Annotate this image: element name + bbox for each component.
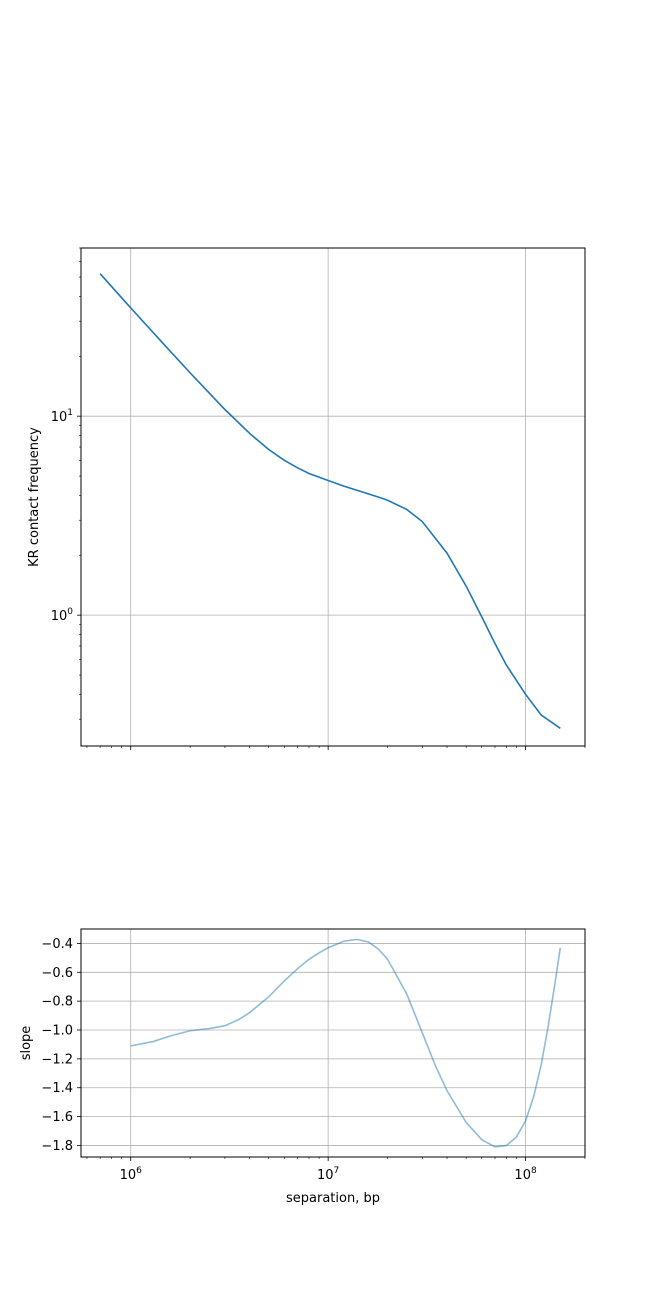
bottom-y-tick-label: −1.4 [41,1081,73,1096]
top-series-line [99,273,561,729]
bottom-x-tick-label: 106 [120,1166,143,1183]
bottom-y-tick-label: −1.6 [41,1110,73,1125]
bottom-y-tick-label: −0.4 [41,937,73,952]
top-plot: 100 101 KR contact frequency [27,247,586,750]
bottom-grid [81,929,585,1157]
top-grid [81,248,585,746]
top-y-axis-label: KR contact frequency [27,427,42,567]
bottom-x-axis-label: separation, bp [286,1191,380,1206]
bottom-y-tick-label: −0.6 [41,966,73,981]
top-y-tick-label: 100 [51,607,74,624]
bottom-plot-frame [80,928,586,1158]
bottom-x-tick-labels: 106 107 108 [120,1166,537,1183]
bottom-x-tick-label: 107 [317,1166,339,1183]
bottom-x-tick-label: 108 [514,1166,537,1183]
top-plot-frame [80,247,586,747]
bottom-y-tick-label: −1.8 [41,1139,73,1154]
bottom-major-ticks [77,943,526,1161]
bottom-y-tick-label: −1.2 [41,1052,73,1067]
bottom-series-line [130,938,562,1148]
top-y-tick-label: 101 [51,408,73,425]
bottom-y-axis-label: slope [19,1026,34,1061]
top-plot-area [81,248,585,746]
top-major-ticks [77,415,526,750]
bottom-y-tick-labels: −1.8 −1.6 −1.4 −1.2 −1.0 −0.8 −0.6 −0.4 [41,937,73,1154]
bottom-plot-area [81,929,585,1157]
bottom-y-tick-label: −1.0 [41,1024,73,1039]
bottom-plot: −1.8−1.6−1.4−1.2−1.0−0.8−0.6−0.4 106 107 1… [19,928,586,1206]
top-y-tick-labels: 100 101 [51,408,74,624]
bottom-y-tick-label: −0.8 [41,995,73,1010]
